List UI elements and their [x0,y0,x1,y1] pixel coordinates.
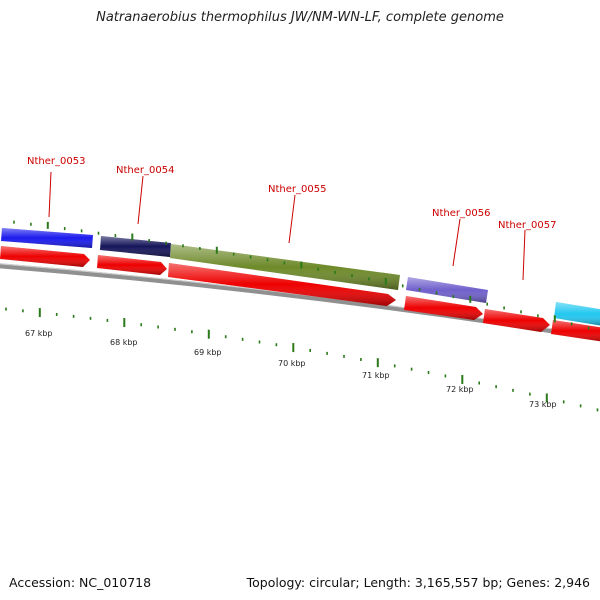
gene-bar-shade [1,228,93,248]
gene-label-nther-0057[interactable]: Nther_0057 [498,220,556,231]
gene-label-leaders [48,171,526,281]
cds-shade [404,296,483,320]
scale-label-68kbp: 68 kbp [110,338,138,347]
scale-label-69kbp: 69 kbp [194,348,222,357]
leader-line [522,229,526,281]
cds-shade [168,263,396,306]
cds-shade [97,255,167,275]
gene-label-nther-0054[interactable]: Nther_0054 [116,165,174,176]
leader-line [288,194,296,244]
cds-shade [0,246,90,267]
scale-label-71kbp: 71 kbp [362,371,390,380]
scale-label-67kbp: 67 kbp [25,329,53,338]
gene-bar-shade [100,236,171,257]
leader-line [48,171,52,218]
scale-label-70kbp: 70 kbp [278,359,306,368]
upper-tick-row [13,220,590,330]
scale-label-72kbp: 72 kbp [446,385,474,394]
scale-tick-row [5,307,599,412]
genome-summary-text: Topology: circular; Length: 3,165,557 bp… [246,575,590,590]
cds-shade [551,320,600,342]
scale-label-73kbp: 73 kbp [529,400,557,409]
genome-backbone [0,263,600,341]
gene-bar-shade [170,244,400,290]
gene-label-nther-0056[interactable]: Nther_0056 [432,208,490,219]
map-title: Natranaerobius thermophilus JW/NM-WN-LF,… [96,10,504,25]
gene-bar-shade [406,277,488,303]
gene-bar-shade [554,302,600,326]
cds-shade [483,309,550,332]
leader-line [452,218,461,267]
accession-text: Accession: NC_010718 [9,575,152,590]
gene-features [1,228,600,326]
gene-label-nther-0055[interactable]: Nther_0055 [268,184,326,195]
leader-line [137,175,144,225]
cds-features [0,246,600,342]
gene-label-nther-0053[interactable]: Nther_0053 [27,156,85,167]
